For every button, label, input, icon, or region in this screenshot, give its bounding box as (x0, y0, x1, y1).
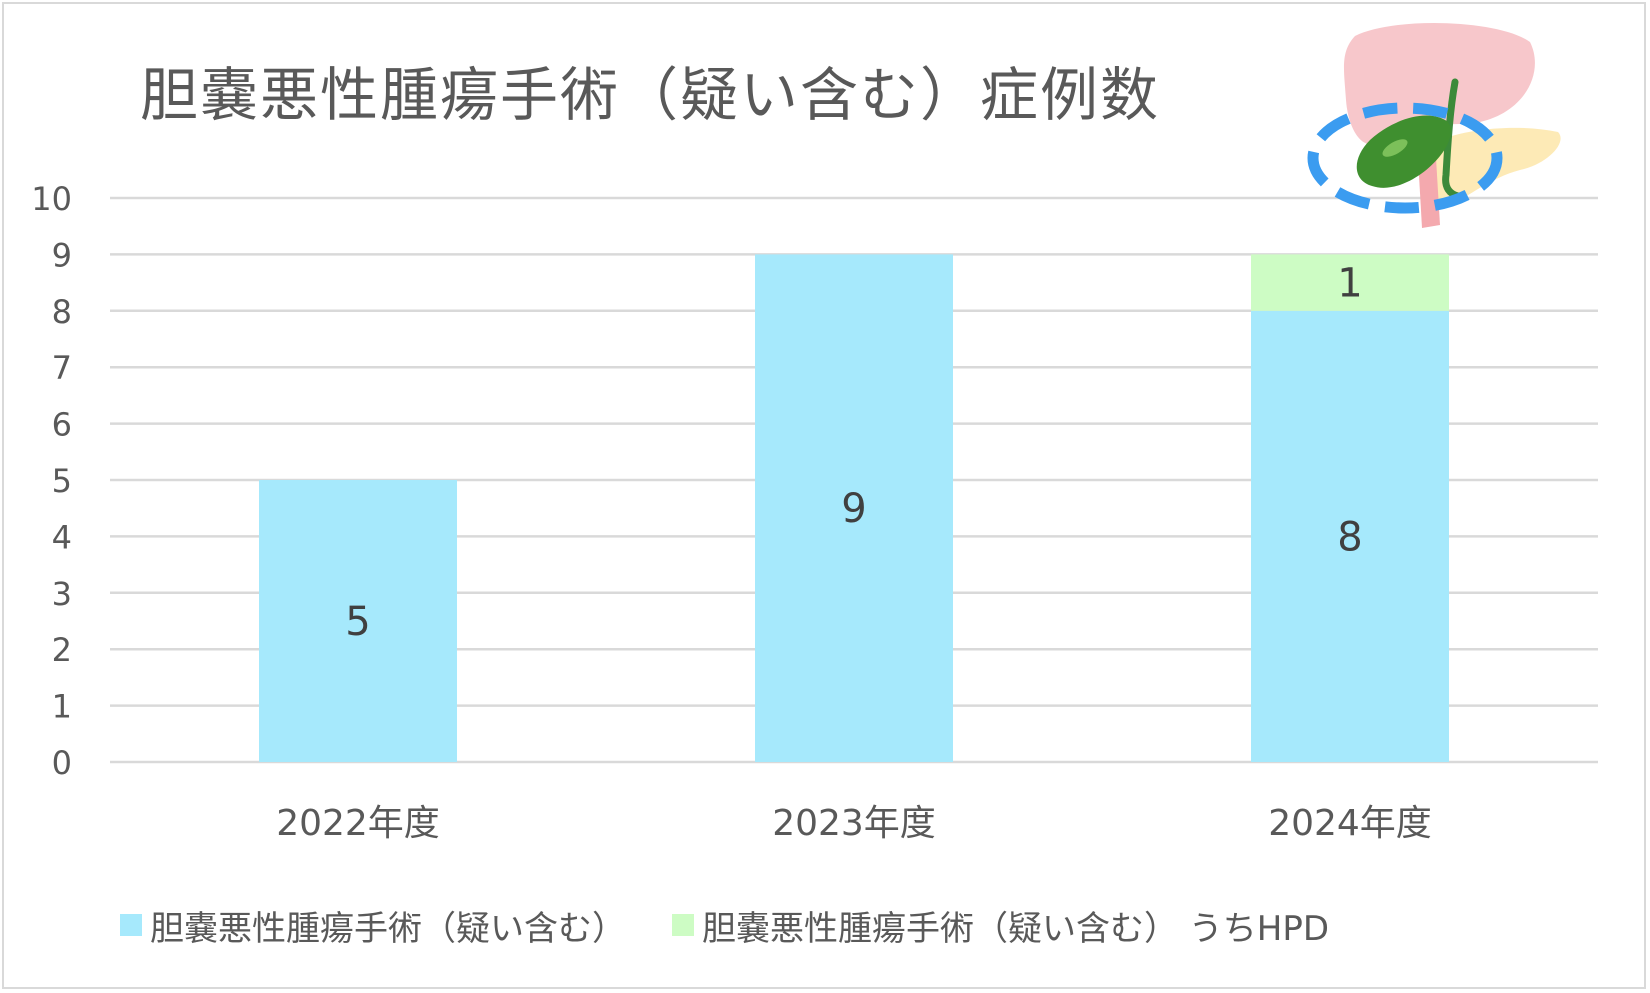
data-label: 8 (1337, 514, 1362, 560)
legend: 胆嚢悪性腫瘍手術（疑い含む） 胆嚢悪性腫瘍手術（疑い含む） うちHPD (120, 900, 1329, 950)
x-tick-label: 2022年度 (276, 803, 440, 844)
y-tick-label: 8 (52, 293, 72, 331)
y-tick-label: 5 (52, 462, 72, 500)
y-axis-ticks: 0 1 2 3 4 5 6 7 8 9 10 (31, 180, 72, 782)
legend-label-base: 胆嚢悪性腫瘍手術（疑い含む） (150, 908, 626, 949)
gallbladder-shape (1356, 115, 1451, 188)
y-tick-label: 1 (52, 688, 72, 726)
bar-2022年度-series-0 (259, 480, 457, 762)
bar-2023年度-series-0 (755, 254, 953, 762)
duodenum-shape (1418, 158, 1440, 228)
data-labels: 5 9 8 1 (345, 261, 1362, 645)
y-tick-label: 9 (52, 236, 72, 274)
chart-title: 胆嚢悪性腫瘍手術（疑い含む）症例数 (140, 61, 1161, 129)
y-tick-label: 0 (52, 744, 72, 782)
x-tick-label: 2024年度 (1268, 803, 1432, 844)
data-label: 9 (841, 486, 866, 532)
gallbladder-highlight (1382, 139, 1408, 157)
legend-swatch-hpd (672, 914, 694, 936)
legend-item-base: 胆嚢悪性腫瘍手術（疑い含む） (120, 901, 626, 950)
bar-2024年度-series-1 (1251, 254, 1449, 311)
y-tick-label: 2 (52, 631, 72, 669)
bar-2024年度-series-0 (1251, 310, 1449, 762)
highlight-dashed-circle (1307, 102, 1503, 214)
y-tick-label: 3 (52, 575, 72, 613)
y-tick-label: 7 (52, 349, 72, 387)
x-axis-ticks: 2022年度 2023年度 2024年度 (276, 803, 1432, 844)
y-tick-label: 10 (31, 180, 72, 218)
x-tick-label: 2023年度 (772, 803, 936, 844)
legend-swatch-base (120, 914, 142, 936)
bars (259, 254, 1449, 762)
data-label: 5 (345, 599, 370, 645)
legend-item-hpd: 胆嚢悪性腫瘍手術（疑い含む） うちHPD (672, 901, 1329, 950)
y-tick-label: 6 (52, 406, 72, 444)
y-tick-label: 4 (52, 518, 72, 556)
legend-label-hpd: 胆嚢悪性腫瘍手術（疑い含む） うちHPD (702, 908, 1330, 949)
bile-duct (1442, 78, 1462, 200)
gallbladder-liver-pancreas-illustration-icon (1307, 23, 1561, 228)
data-label: 1 (1337, 261, 1362, 307)
liver-shape (1343, 23, 1535, 145)
